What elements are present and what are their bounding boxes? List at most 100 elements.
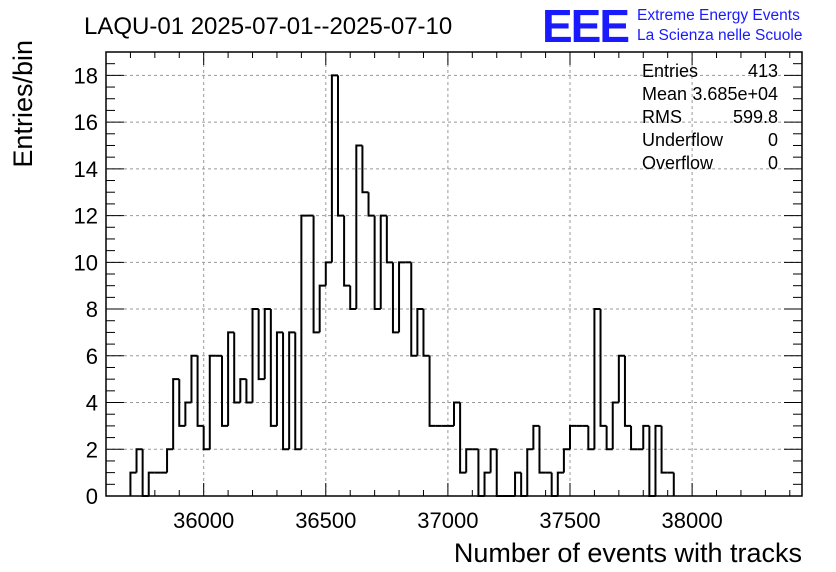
x-axis-label: Number of events with tracks (454, 538, 802, 568)
stats-label: Underflow (642, 130, 724, 150)
axis-tick-labels: 36000 36500 37000 37500 38000 0 2 4 6 8 10 12 14 16 18 (74, 63, 723, 533)
histogram-bin (410, 262, 418, 357)
histogram-bins (129, 74, 675, 497)
logo-mark: EEE (542, 0, 628, 52)
histogram-bin (538, 425, 546, 474)
histogram-bin (459, 402, 467, 474)
histogram-bin (611, 401, 619, 450)
histogram-bin (190, 354, 198, 403)
stats-label: Entries (642, 61, 698, 81)
histogram-bin (495, 449, 503, 497)
histogram-bin (300, 214, 308, 450)
histogram-bin (275, 331, 284, 426)
histogram-bin (422, 309, 430, 357)
stats-value: 413 (748, 61, 778, 81)
histogram-bin (373, 215, 381, 311)
histogram-bin (343, 215, 351, 287)
histogram-bin (129, 471, 137, 496)
stats-label: Mean (642, 84, 687, 104)
histogram-bin (288, 331, 296, 450)
histogram-bin (562, 448, 570, 473)
histogram-bin (147, 471, 155, 496)
y-tick-label: 16 (74, 110, 98, 135)
histogram-bin (556, 471, 564, 496)
histogram-bin (532, 424, 540, 450)
histogram-bin (593, 308, 601, 450)
logo-line-1: Extreme Energy Events (637, 7, 800, 24)
y-tick-label: 18 (74, 63, 98, 88)
histogram-bin (385, 215, 393, 264)
logo-line-2: La Scienza nelle Scuole (637, 27, 802, 44)
axis-ticks (105, 51, 802, 497)
histogram-bin (398, 261, 406, 333)
histogram-bin (337, 75, 345, 217)
y-tick-label: 14 (74, 157, 98, 182)
histogram-bin (605, 425, 613, 451)
stats-box: Entries 413 Mean 3.685e+04 RMS 599.8 Underflow… (642, 61, 778, 173)
histogram-bin (367, 192, 375, 217)
x-tick-label: 37000 (417, 508, 478, 533)
histogram-bin (318, 284, 326, 333)
y-tick-label: 2 (86, 437, 98, 462)
histogram-bin (428, 355, 436, 427)
histogram-bin (520, 472, 528, 497)
stats-label: RMS (642, 107, 682, 127)
histogram-bin (349, 285, 357, 311)
histogram-bin (245, 379, 253, 404)
histogram-bin (654, 424, 662, 496)
chart-title: LAQU-01 2025-07-01--2025-07-10 (84, 13, 452, 40)
histogram-bin (178, 379, 186, 427)
x-tick-label: 38000 (662, 508, 723, 533)
histogram-bin (202, 425, 210, 451)
y-tick-label: 8 (86, 297, 98, 322)
histogram-bin (355, 144, 363, 310)
x-tick-label: 36500 (295, 508, 356, 533)
y-tick-label: 4 (86, 391, 98, 416)
histogram-bin (465, 448, 473, 473)
histogram-bin (483, 471, 491, 496)
histogram-bin (630, 425, 638, 451)
histogram-bin (453, 401, 461, 426)
stats-value: 0 (768, 130, 778, 150)
histogram-bin (330, 74, 338, 263)
histogram-bin (477, 449, 485, 497)
histogram-bin (257, 309, 265, 381)
histogram-bin (227, 331, 235, 426)
histogram-bin (172, 378, 180, 450)
histogram-bin (416, 308, 424, 356)
histogram-bin (208, 354, 216, 450)
histogram-bin (489, 448, 497, 473)
histogram-bin (263, 308, 271, 380)
stats-label: Overflow (642, 153, 714, 173)
histogram-bin (617, 354, 625, 403)
histogram-bin (324, 261, 332, 286)
histogram-bin (282, 332, 290, 451)
histogram-bin (239, 378, 247, 403)
histogram-bin (550, 472, 558, 497)
histogram-bin (135, 448, 143, 473)
histogram-bin (221, 355, 229, 427)
y-tick-label: 12 (74, 204, 98, 229)
histogram-bin (233, 332, 241, 404)
y-tick-label: 0 (86, 484, 98, 509)
y-tick-label: 10 (74, 250, 98, 275)
histogram-bin (526, 448, 534, 496)
histogram-bin (294, 332, 302, 451)
histogram-bin (269, 309, 277, 427)
x-tick-label: 36000 (173, 508, 234, 533)
histogram-bin (184, 401, 192, 426)
histogram-bin (599, 309, 607, 427)
y-axis-label: Entries/bin (8, 40, 38, 168)
histogram-bin (648, 425, 656, 497)
histogram-bin (166, 448, 174, 473)
histogram-bin (196, 355, 204, 427)
histogram-bin (569, 424, 577, 450)
histogram-bin (312, 215, 320, 334)
histogram-bin (642, 424, 650, 450)
histogram-bin (251, 308, 259, 403)
histogram-bin (660, 425, 668, 474)
x-tick-label: 37500 (539, 508, 600, 533)
histogram-bin (587, 425, 595, 451)
stats-value: 599.8 (733, 107, 778, 127)
